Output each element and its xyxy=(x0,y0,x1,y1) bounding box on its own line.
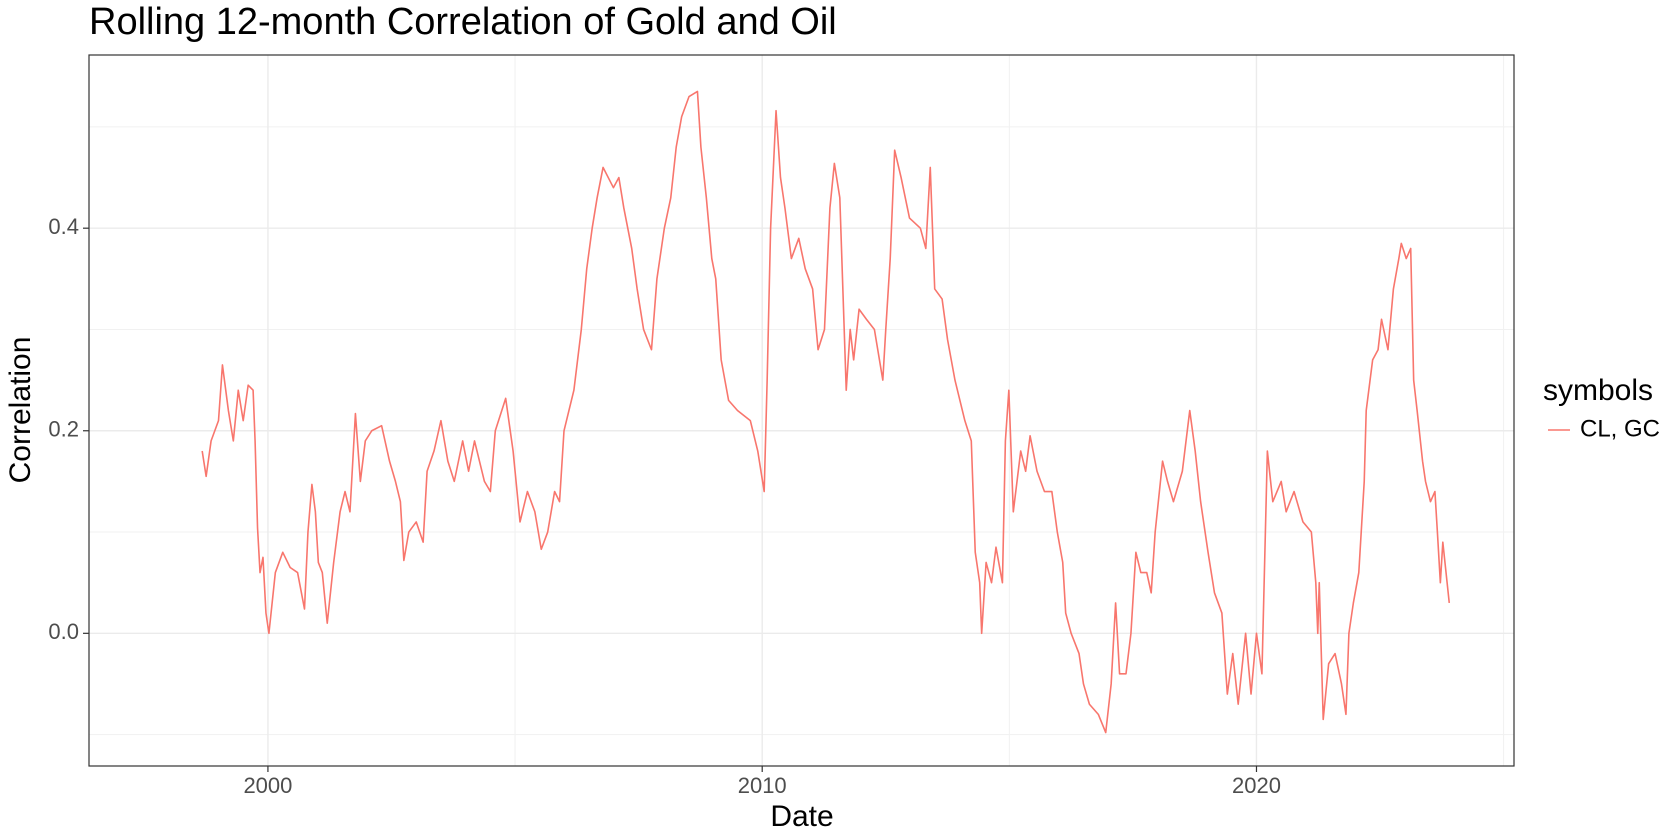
y-axis-title: Correlation xyxy=(4,337,37,484)
x-tick-label: 2000 xyxy=(243,773,292,798)
chart-title: Rolling 12-month Correlation of Gold and… xyxy=(89,1,837,43)
x-tick-label: 2010 xyxy=(738,773,787,798)
y-tick-label: 0.2 xyxy=(48,417,79,442)
legend-title: symbols xyxy=(1543,374,1653,407)
y-tick-label: 0.0 xyxy=(48,619,79,644)
legend-label: CL, GC xyxy=(1580,415,1660,442)
y-tick-label: 0.4 xyxy=(48,214,79,239)
data-line xyxy=(201,90,1451,734)
panel-border xyxy=(88,54,1515,767)
x-axis-title: Date xyxy=(770,800,833,833)
x-tick-label: 2020 xyxy=(1232,773,1281,798)
